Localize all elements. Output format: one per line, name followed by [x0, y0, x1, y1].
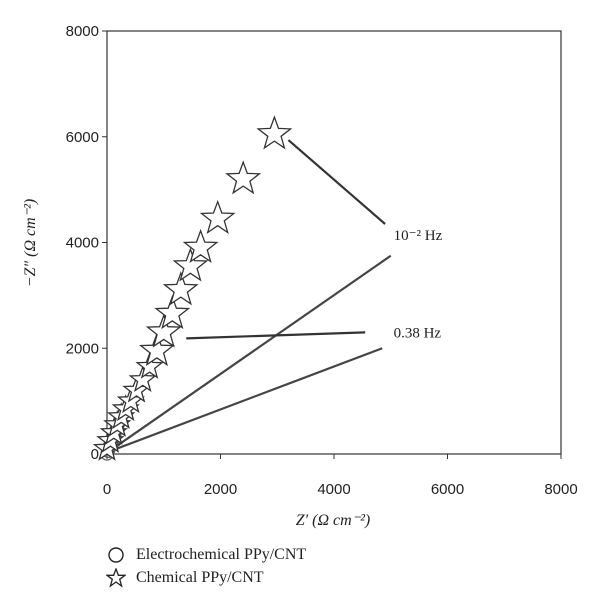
chemical-point	[139, 332, 175, 367]
annotations: 10⁻² Hz 0.38 Hz	[186, 139, 443, 342]
x-tick-label: 6000	[431, 481, 464, 498]
chemical-point	[182, 228, 219, 264]
x-tick-label: 8000	[544, 481, 577, 498]
chemical-point	[128, 365, 157, 393]
chemical-point	[145, 313, 182, 348]
chemical-point	[199, 199, 236, 235]
chemical-point	[135, 351, 164, 379]
y-tick-label: 0	[91, 446, 99, 463]
y-tick-label: 8000	[66, 23, 99, 40]
y-tick-label: 4000	[66, 235, 99, 252]
annotation-label: 10⁻² Hz	[394, 228, 443, 244]
chemical-point	[225, 160, 262, 195]
y-tick-label: 6000	[66, 129, 99, 146]
chemical-point	[162, 271, 199, 306]
legend-label: Electrochemical PPy/CNT	[136, 546, 307, 563]
legend-item-chemical: Chemical PPy/CNT	[106, 568, 264, 588]
chemical-point	[154, 295, 191, 330]
circle-marker-icon	[108, 547, 124, 563]
plot-frame	[106, 30, 562, 455]
x-tick-label: 0	[103, 481, 111, 498]
legend-item-electrochemical: Electrochemical PPy/CNT	[106, 545, 306, 565]
annotation-label: 0.38 Hz	[394, 326, 442, 342]
x-tick-label: 4000	[317, 481, 350, 498]
x-axis-label: Z′ (Ω cm⁻²)	[296, 512, 371, 529]
legend-label: Chemical PPy/CNT	[136, 569, 264, 586]
star-marker-icon	[106, 568, 126, 588]
fit-line	[116, 347, 383, 450]
y-axis-label: −Z″ (Ω cm⁻²)	[22, 199, 39, 287]
chemical-point	[256, 115, 293, 150]
annotation-arrow	[186, 331, 366, 340]
fit-line	[116, 254, 392, 447]
y-tick-label: 2000	[66, 340, 99, 357]
plot-area	[92, 115, 392, 461]
x-tick-label: 2000	[204, 481, 237, 498]
axes: 0 2000 4000 6000 8000 0 2000 4000 6000 8000	[66, 23, 578, 498]
chemical-point	[172, 247, 209, 282]
annotation-arrow	[287, 139, 386, 225]
